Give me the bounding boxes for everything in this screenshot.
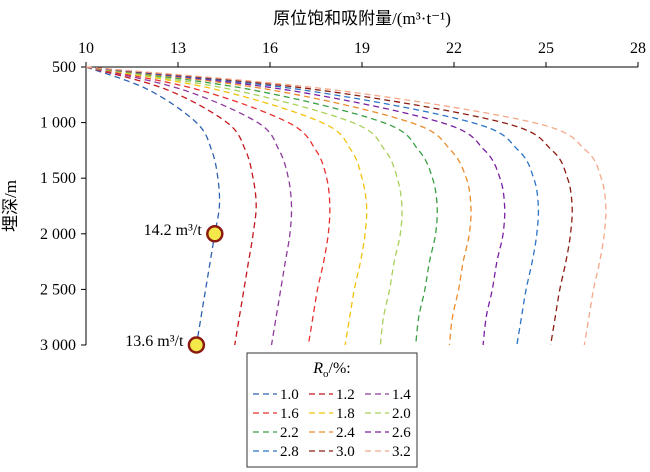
legend-label-1.0: 1.0 [280,387,299,403]
series-line-2.6 [85,66,506,346]
series-line-1.6 [85,66,331,346]
legend-label-3.2: 3.2 [392,444,411,460]
y-tick-label: 2 500 [40,281,76,298]
legend-label-2.4: 2.4 [336,425,355,441]
x-tick-label: 13 [170,40,186,57]
legend: Ro/%: 1.0 1.2 1.4 1.6 1.8 2.0 2.2 2.4 2.6 2.8 3.0 3.… [246,352,418,468]
legend-label-2.6: 2.6 [392,425,411,441]
x-tick-label: 19 [354,40,370,57]
axes: 10 13 16 19 22 25 28 500 1 000 1 500 2 000 2 500 3 0… [40,40,646,354]
y-axis-title: 埋深/m [1,180,20,232]
marker-layer: 14.2 m³/t 13.6 m³/t [125,222,224,354]
legend-label-2.8: 2.8 [280,444,299,460]
x-tick-label: 28 [630,40,646,57]
marker-label-1: 14.2 m³/t [144,222,203,239]
y-tick-label: 1 000 [40,115,76,132]
marker-point-2 [187,336,206,354]
x-tick-label: 22 [446,40,462,57]
series-line-1.0 [85,66,221,346]
legend-label-1.4: 1.4 [392,387,411,403]
legend-label-2.0: 2.0 [392,406,411,422]
x-tick-label: 10 [78,40,94,57]
series-line-2.8 [85,66,540,346]
x-tick-label: 16 [262,40,278,57]
series-layer [85,66,607,346]
legend-label-1.8: 1.8 [336,406,355,422]
y-tick-label: 2 000 [40,226,76,243]
series-line-1.8 [85,66,368,346]
series-line-1.4 [85,66,293,346]
series-line-2.2 [85,66,438,346]
legend-label-1.2: 1.2 [336,387,355,403]
series-line-3.0 [85,66,573,346]
y-tick-label: 3 000 [40,337,76,354]
series-line-1.2 [85,66,257,346]
legend-box [246,352,418,468]
legend-label-1.6: 1.6 [280,406,299,422]
marker-label-2: 13.6 m³/t [125,333,184,350]
legend-title: Ro/%: [312,360,351,380]
marker-point-1 [206,225,224,243]
x-axis-title: 原位饱和吸附量/(m³·t⁻¹) [273,9,451,28]
series-line-2.4 [85,66,472,346]
x-tick-label: 25 [538,40,554,57]
series-line-2.0 [85,66,403,346]
y-tick-label: 500 [52,59,76,76]
legend-label-2.2: 2.2 [280,425,299,441]
legend-label-3.0: 3.0 [336,444,355,460]
series-line-3.2 [85,66,607,346]
y-tick-label: 1 500 [40,170,76,187]
